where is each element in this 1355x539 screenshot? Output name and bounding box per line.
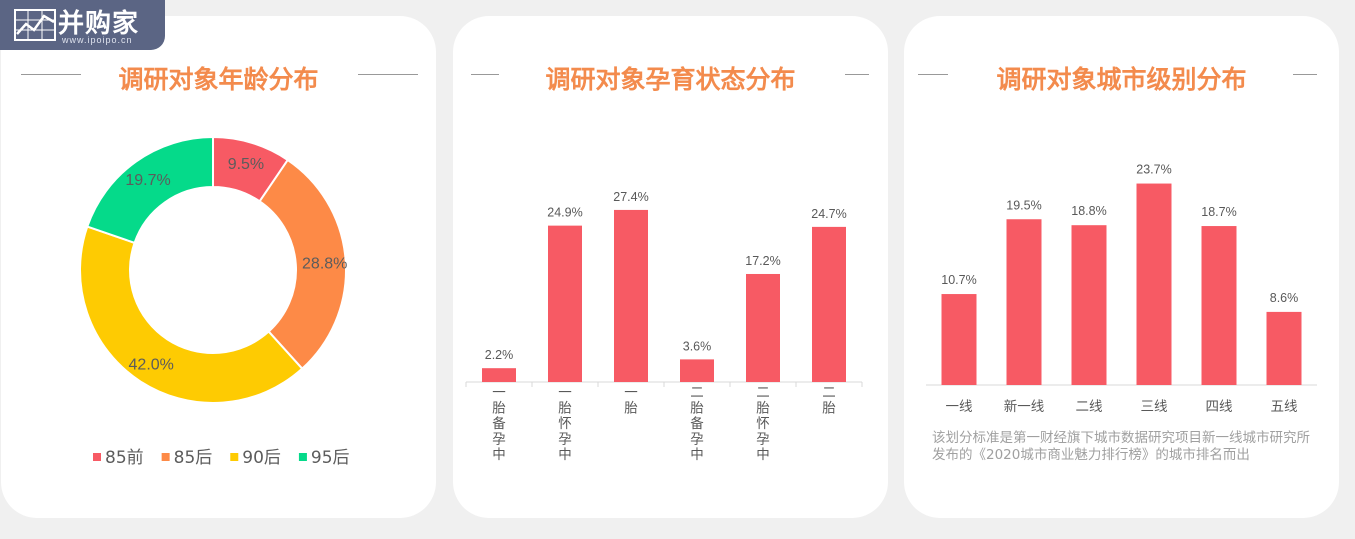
bar-data-label: 24.7%	[811, 207, 846, 221]
bar	[1201, 226, 1237, 385]
slice-data-label: 28.8%	[302, 255, 347, 272]
legend-swatch	[230, 453, 239, 461]
x-tick-label: 二胎怀孕中	[756, 385, 770, 463]
city-tier-bar-chart: 10.7% 一线 19.5% 新一线 18.8% 二线 23.7% 三线 18.7% 四线 8.6%…	[926, 163, 1317, 415]
bar-data-label: 23.7%	[1136, 163, 1171, 177]
chart-title: 调研对象年龄分布	[118, 65, 319, 94]
bar	[941, 294, 977, 385]
bar	[812, 226, 846, 382]
bar-data-label: 18.7%	[1201, 205, 1236, 219]
title-rule-left	[918, 74, 948, 75]
age-distribution-card: 调研对象年龄分布 9.5% 28.8% 42.0% 19.7% 85前 85后 90后 95后	[1, 16, 436, 518]
x-tick-label: 四线	[1206, 399, 1233, 415]
title-rule-right	[845, 74, 869, 75]
city-tier-card: 调研对象城市级别分布 10.7% 一线 19.5% 新一线 18.8% 二线 23.7% 三线…	[904, 16, 1339, 518]
slice-data-label: 42.0%	[129, 356, 174, 373]
title-rule-left	[21, 74, 81, 75]
bar	[746, 273, 780, 382]
bar	[1136, 183, 1172, 385]
x-tick-label: 五线	[1271, 399, 1298, 415]
pregnancy-bar-chart: 2.2% 一胎备孕中 24.9% 一胎怀孕中 27.4% 一胎 3.6% 二胎备孕中 17.2%…	[465, 190, 863, 463]
donut-slice	[258, 158, 347, 371]
chart-footnote: 该划分标准是第一财经旗下城市数据研究项目新一线城市研究所发布的《2020城市商业…	[932, 430, 1310, 463]
legend-swatch	[161, 453, 170, 461]
x-tick-label: 一线	[946, 399, 973, 415]
donut-slice	[86, 135, 214, 245]
donut-slice	[79, 225, 304, 404]
x-tick-label: 二胎	[822, 385, 836, 417]
legend-label: 85后	[174, 448, 213, 468]
legend-swatch	[93, 453, 101, 461]
x-tick-label: 三线	[1141, 399, 1168, 415]
bar	[614, 209, 648, 382]
logo-url: www.ipoipo.cn	[62, 35, 133, 45]
bar	[1266, 311, 1302, 385]
bar	[680, 359, 714, 382]
brand-logo: 并购家 www.ipoipo.cn	[0, 0, 165, 50]
chart-logo-icon	[14, 9, 56, 41]
bar-data-label: 2.2%	[485, 348, 514, 362]
x-tick-label: 二胎备孕中	[690, 385, 704, 463]
slice-data-label: 9.5%	[228, 156, 264, 173]
bar	[1071, 225, 1107, 385]
legend-label: 90后	[242, 448, 281, 468]
title-rule-left	[471, 74, 499, 75]
age-donut-chart: 9.5% 28.8% 42.0% 19.7% 85前 85后 90后 95后	[79, 135, 350, 468]
legend-label: 85前	[105, 448, 144, 468]
bar-data-label: 3.6%	[683, 339, 712, 353]
x-tick-label: 一胎怀孕中	[558, 385, 572, 463]
bar-data-label: 27.4%	[613, 190, 648, 204]
bar-data-label: 17.2%	[745, 254, 780, 268]
title-rule-right	[1293, 74, 1317, 75]
slice-data-label: 19.7%	[125, 172, 170, 189]
pregnancy-status-card: 调研对象孕育状态分布 2.2% 一胎备孕中 24.9% 一胎怀孕中 27.4% 一胎 3.6…	[453, 16, 888, 518]
chart-title: 调研对象城市级别分布	[996, 65, 1247, 94]
bar	[482, 368, 516, 382]
legend-label: 95后	[311, 448, 350, 468]
title-rule-right	[358, 74, 418, 75]
x-tick-label: 一胎备孕中	[492, 385, 506, 463]
bar-data-label: 10.7%	[941, 273, 976, 287]
bar-data-label: 24.9%	[547, 206, 582, 220]
legend-swatch	[298, 453, 307, 461]
x-tick-label: 新一线	[1004, 399, 1045, 415]
x-tick-label: 一胎	[624, 385, 638, 417]
bar-data-label: 19.5%	[1006, 198, 1041, 212]
x-tick-label: 二线	[1076, 399, 1103, 415]
bar-data-label: 18.8%	[1071, 204, 1106, 218]
bar-data-label: 8.6%	[1270, 291, 1299, 305]
chart-title: 调研对象孕育状态分布	[545, 65, 796, 94]
logo-text: 并购家	[58, 9, 140, 39]
bar	[1006, 219, 1042, 385]
bar	[548, 225, 582, 382]
